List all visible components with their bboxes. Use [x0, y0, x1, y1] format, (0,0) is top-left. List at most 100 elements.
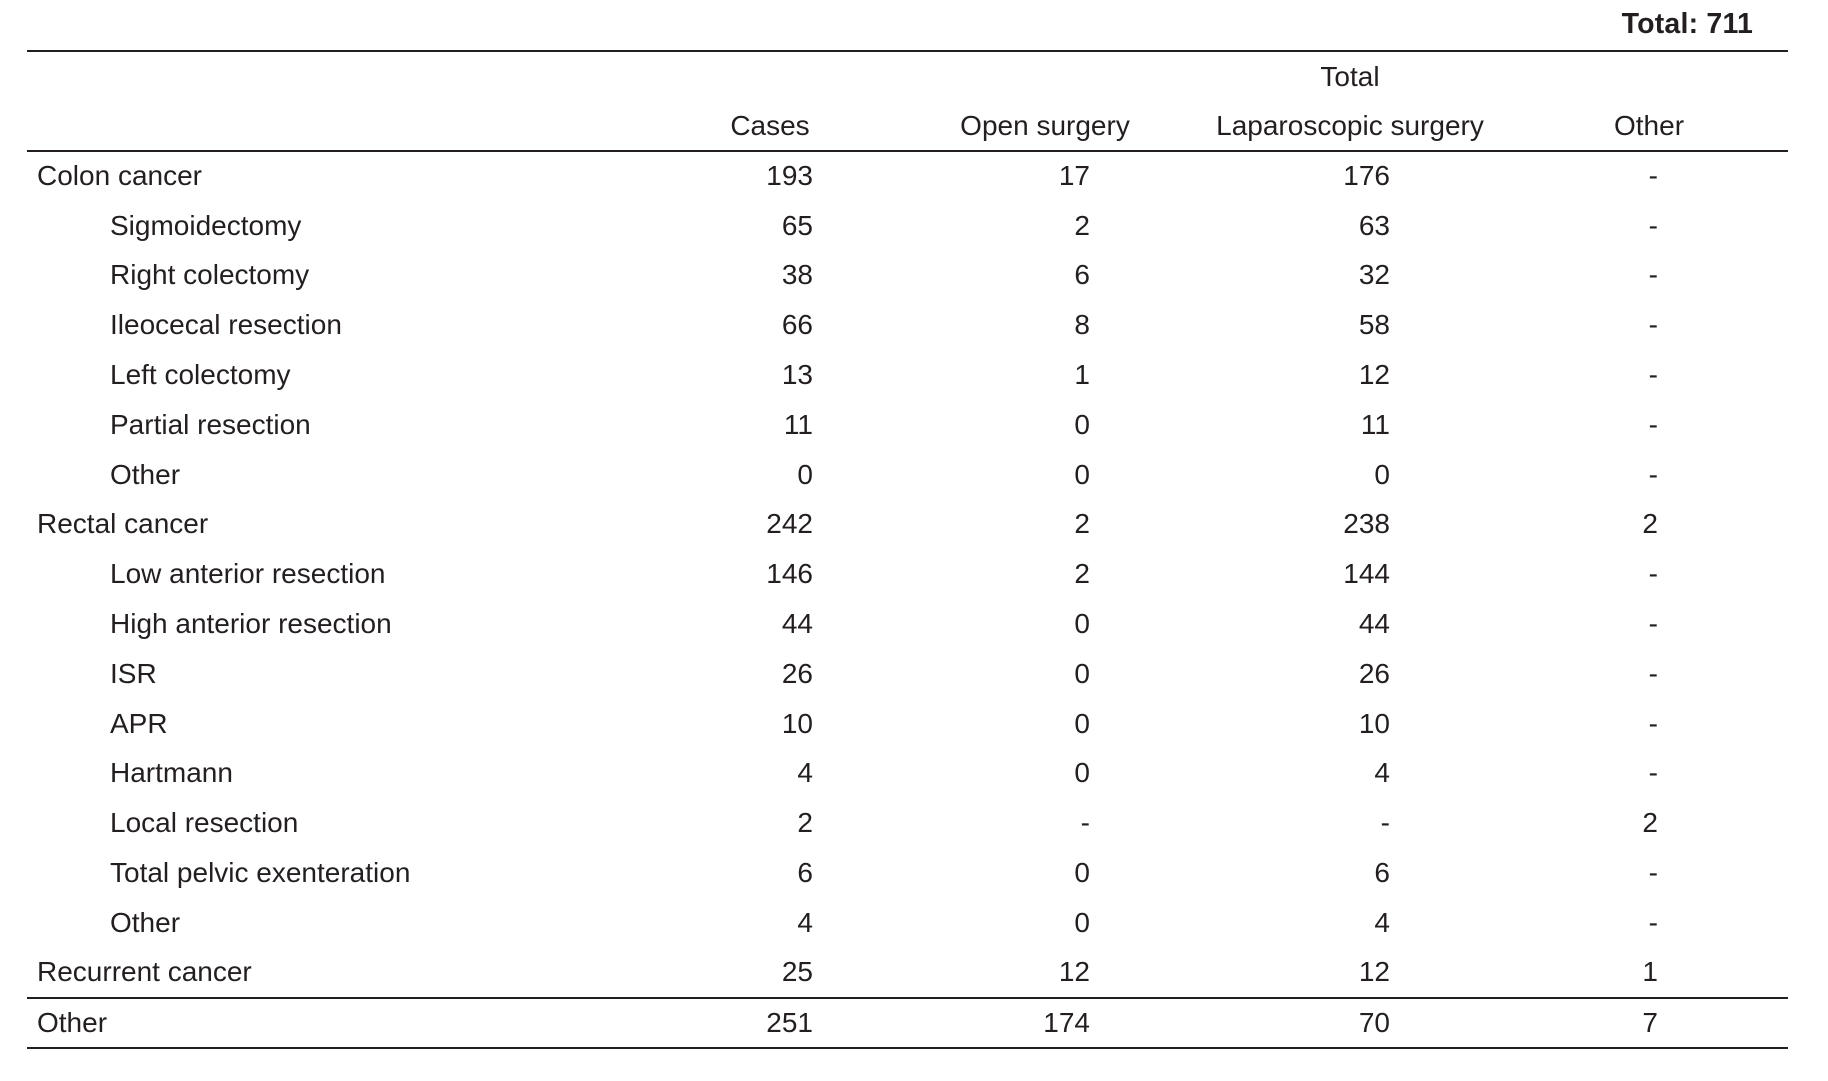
other-value: -	[1648, 458, 1658, 490]
cases-value: 2	[797, 807, 813, 839]
row-isr: ISR 26 0 26 -	[27, 649, 1788, 699]
other-value: -	[1648, 558, 1658, 590]
table-body: Colon cancer 193 17 176 - Sigmoidectomy …	[27, 151, 1788, 1048]
row-rectal-cancer: Rectal cancer 242 2 238 2	[27, 500, 1788, 550]
cases-value: 6	[797, 857, 813, 889]
other-value: -	[1648, 359, 1658, 391]
laparoscopic-value: 32	[1358, 259, 1390, 291]
row-ileocecal-resection: Ileocecal resection 66 8 58 -	[27, 300, 1788, 350]
empty-header-cell	[640, 51, 900, 101]
other-value: -	[1648, 857, 1658, 889]
empty-header-cell	[900, 51, 1190, 101]
row-label: Partial resection	[110, 408, 311, 440]
laparoscopic-value: 0	[1374, 458, 1390, 490]
open-surgery-value: 6	[1074, 259, 1090, 291]
other-value: 2	[1642, 508, 1658, 540]
row-colon-cancer: Colon cancer 193 17 176 -	[27, 151, 1788, 201]
laparoscopic-value: 58	[1358, 309, 1390, 341]
cases-value: 146	[766, 558, 813, 590]
row-partial-resection: Partial resection 11 0 11 -	[27, 400, 1788, 450]
row-label: Hartmann	[110, 757, 233, 789]
row-label: Recurrent cancer	[27, 947, 640, 999]
open-surgery-value: 17	[1058, 160, 1090, 192]
open-surgery-value: 0	[1074, 657, 1090, 689]
row-low-anterior-resection: Low anterior resection 146 2 144 -	[27, 549, 1788, 599]
cases-value: 4	[797, 757, 813, 789]
row-high-anterior-resection: High anterior resection 44 0 44 -	[27, 599, 1788, 649]
row-label: Total pelvic exenteration	[110, 857, 411, 889]
laparoscopic-value: 26	[1358, 657, 1390, 689]
cases-value: 65	[781, 209, 813, 241]
other-value: -	[1648, 608, 1658, 640]
cases-value: 26	[781, 657, 813, 689]
empty-header-cell	[1510, 51, 1788, 101]
open-surgery-value: 0	[1074, 408, 1090, 440]
cases-value: 0	[797, 458, 813, 490]
laparoscopic-value: 6	[1374, 857, 1390, 889]
row-label: Left colectomy	[110, 359, 291, 391]
row-label: Low anterior resection	[110, 558, 386, 590]
laparoscopic-value: 238	[1343, 508, 1390, 540]
open-surgery-value: 12	[900, 947, 1190, 999]
cases-value: 66	[781, 309, 813, 341]
laparoscopic-value: 44	[1358, 608, 1390, 640]
other-value: 7	[1642, 1006, 1658, 1038]
open-surgery-value: 2	[1074, 508, 1090, 540]
other-value: -	[1648, 209, 1658, 241]
row-colon-other: Other 0 0 0 -	[27, 450, 1788, 500]
row-sigmoidectomy: Sigmoidectomy 65 2 63 -	[27, 201, 1788, 251]
row-rectal-other: Other 4 0 4 -	[27, 898, 1788, 948]
row-recurrent-cancer: Recurrent cancer 25 12 12 1	[27, 947, 1788, 999]
row-left-colectomy: Left colectomy 13 1 12 -	[27, 350, 1788, 400]
row-label: Other	[110, 458, 181, 490]
open-surgery-value: 1	[1074, 359, 1090, 391]
open-surgery-value: 2	[1074, 558, 1090, 590]
row-label: High anterior resection	[110, 608, 392, 640]
row-right-colectomy: Right colectomy 38 6 32 -	[27, 251, 1788, 301]
open-surgery-value: 8	[1074, 309, 1090, 341]
cases-value: 11	[783, 408, 813, 440]
laparoscopic-value: 144	[1343, 558, 1390, 590]
cases-value: 25	[640, 947, 900, 999]
grand-total-label: Total: 711	[1621, 8, 1753, 40]
cases-value: 4	[797, 906, 813, 938]
cases-value: 10	[781, 707, 813, 739]
table-content: Total: 711 Total Cases Open surgery Lapa…	[27, 0, 1788, 1049]
row-apr: APR 10 0 10 -	[27, 699, 1788, 749]
open-surgery-value: 174	[1043, 1006, 1090, 1038]
cases-value: 44	[781, 608, 813, 640]
row-label: Sigmoidectomy	[110, 209, 302, 241]
other-value: 1	[1510, 947, 1788, 999]
row-label: Right colectomy	[110, 259, 310, 291]
laparoscopic-value: 12	[1358, 359, 1390, 391]
laparoscopic-value: 4	[1374, 757, 1390, 789]
other-value: -	[1648, 160, 1658, 192]
laparoscopic-value: 11	[1360, 408, 1390, 440]
cases-value: 13	[781, 359, 813, 391]
column-header-cases: Cases	[640, 101, 900, 152]
open-surgery-value: 0	[1074, 707, 1090, 739]
open-surgery-value: 0	[1074, 608, 1090, 640]
row-label: Other	[37, 1006, 108, 1038]
other-value: -	[1648, 408, 1658, 440]
procedures-table: Total Cases Open surgery Laparoscopic su…	[27, 50, 1788, 1049]
row-label: Rectal cancer	[37, 508, 209, 540]
laparoscopic-value: 63	[1358, 209, 1390, 241]
laparoscopic-value: 10	[1358, 707, 1390, 739]
open-surgery-value: 0	[1074, 857, 1090, 889]
column-header-laparoscopic-surgery: Laparoscopic surgery	[1190, 101, 1510, 152]
row-label: ISR	[110, 657, 157, 689]
row-local-resection: Local resection 2 - - 2	[27, 798, 1788, 848]
row-other-total: Other 251 174 70 7	[27, 998, 1788, 1048]
other-value: -	[1648, 906, 1658, 938]
laparoscopic-value: 4	[1374, 906, 1390, 938]
open-surgery-value: 0	[1074, 458, 1090, 490]
group-header-total: Total	[1320, 60, 1380, 92]
row-label: APR	[110, 707, 168, 739]
table-header: Total Cases Open surgery Laparoscopic su…	[27, 51, 1788, 152]
open-surgery-value: -	[1080, 807, 1090, 839]
other-value: 2	[1642, 807, 1658, 839]
row-label: Other	[110, 906, 181, 938]
open-surgery-value: 2	[1074, 209, 1090, 241]
